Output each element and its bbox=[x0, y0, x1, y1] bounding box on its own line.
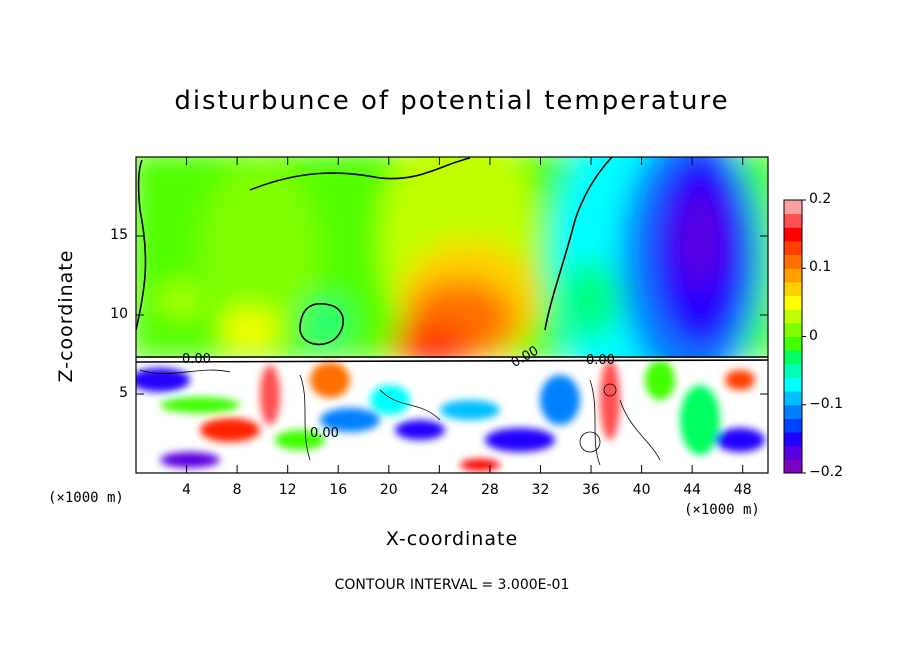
colorbar-tick-label: 0 bbox=[809, 327, 818, 344]
colorbar-tick-label: −0.1 bbox=[809, 395, 843, 412]
x-tick-marks bbox=[186, 157, 744, 473]
colorbar-swatch bbox=[784, 295, 802, 310]
x-tick-label: 20 bbox=[379, 482, 398, 498]
x-tick-label: 12 bbox=[278, 482, 297, 498]
x-unit-left: (×1000 m) bbox=[48, 490, 124, 506]
colorbar-swatch bbox=[784, 322, 802, 337]
colorbar-swatch bbox=[784, 404, 802, 419]
colorbar-swatch bbox=[784, 281, 802, 297]
colorbar-tick-label: 0.1 bbox=[809, 259, 832, 276]
colorbar-swatch bbox=[784, 459, 802, 474]
colorbar-swatch bbox=[784, 200, 802, 215]
y-tick-label: 10 bbox=[110, 306, 128, 322]
x-tick-label: 44 bbox=[683, 482, 702, 498]
x-tick-label: 16 bbox=[329, 482, 348, 498]
colorbar bbox=[784, 200, 802, 474]
colorbar-swatch bbox=[784, 240, 802, 256]
y-tick-label: 5 bbox=[119, 385, 128, 401]
contour-label-4: 0.00 bbox=[310, 426, 339, 441]
contour-label-1: 0.00 bbox=[182, 352, 211, 367]
colorbar-swatch bbox=[784, 363, 802, 378]
colorbar-swatch bbox=[784, 445, 802, 460]
colorbar-tick-marks bbox=[802, 199, 806, 474]
chart-title: disturbunce of potential temperature bbox=[174, 86, 730, 116]
x-tick-label: 36 bbox=[582, 482, 600, 498]
colorbar-tick-label: −0.2 bbox=[809, 464, 843, 480]
colorbar-swatch bbox=[784, 377, 802, 392]
contour-interval-note: CONTOUR INTERVAL = 3.000E-01 bbox=[334, 577, 570, 593]
colorbar-swatch bbox=[784, 309, 802, 324]
colorbar-swatch bbox=[784, 391, 802, 406]
x-tick-label: 24 bbox=[430, 482, 449, 498]
colorbar-swatch bbox=[784, 418, 802, 433]
x-tick-label: 40 bbox=[632, 482, 651, 498]
colorbar-swatch bbox=[784, 336, 802, 351]
x-tick-label: 32 bbox=[531, 482, 550, 498]
contour-label-3: 0.00 bbox=[586, 353, 615, 368]
y-tick-label: 15 bbox=[110, 227, 128, 243]
y-tick-marks bbox=[136, 235, 768, 395]
heatmap-field bbox=[136, 157, 768, 473]
colorbar-swatch bbox=[784, 227, 802, 242]
colorbar-swatch bbox=[784, 254, 802, 269]
colorbar-swatch bbox=[784, 268, 802, 283]
colorbar-swatch bbox=[784, 350, 802, 365]
x-tick-label: 4 bbox=[182, 482, 191, 498]
x-tick-label: 28 bbox=[480, 482, 499, 498]
colorbar-swatch bbox=[784, 432, 802, 447]
colorbar-tick-label: 0.2 bbox=[809, 191, 832, 207]
x-unit-right: (×1000 m) bbox=[684, 502, 760, 518]
x-axis-title: X-coordinate bbox=[385, 528, 519, 550]
colorbar-swatch bbox=[784, 213, 802, 228]
x-tick-label: 48 bbox=[733, 482, 752, 498]
x-tick-label: 8 bbox=[232, 482, 242, 498]
